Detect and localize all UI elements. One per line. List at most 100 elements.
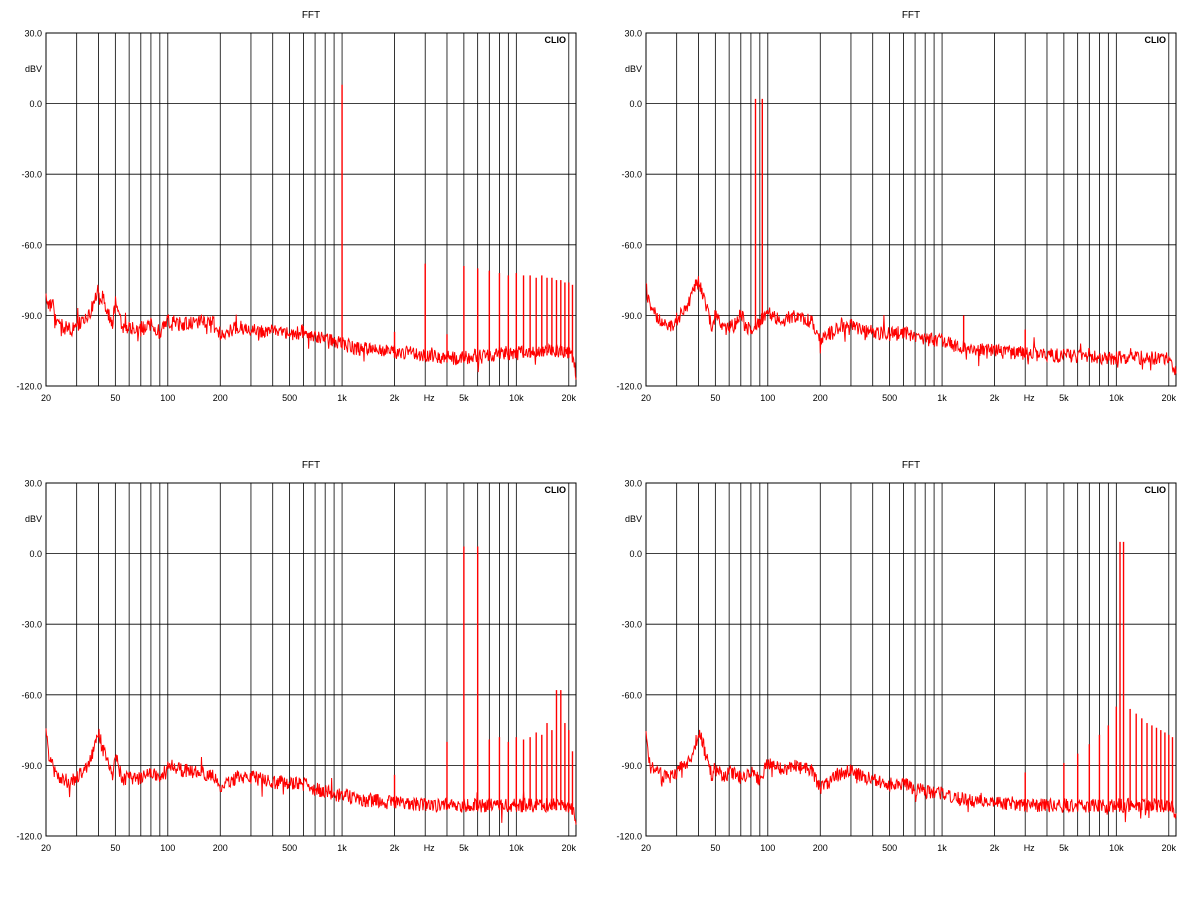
- x-tick-label: 100: [760, 393, 775, 403]
- x-tick-label: 500: [882, 393, 897, 403]
- x-tick-label: 20k: [1162, 843, 1177, 853]
- x-tick-label: 20k: [562, 393, 577, 403]
- x-tick-label: 20: [641, 843, 651, 853]
- x-tick-label: 200: [213, 843, 228, 853]
- chart-title: FFT: [302, 460, 320, 471]
- y-tick-label: 0.0: [29, 99, 42, 109]
- x-tick-label: 2k: [990, 393, 1000, 403]
- noise-floor-trace: [45, 284, 577, 380]
- brand-label: CLIO: [1145, 35, 1167, 45]
- y-tick-label: -120.0: [16, 832, 42, 842]
- brand-label: CLIO: [545, 35, 567, 45]
- y-tick-label: -30.0: [621, 620, 642, 630]
- y-tick-label: -90.0: [21, 311, 42, 321]
- spike-group: [393, 546, 574, 815]
- horizontal-grid: [646, 103, 1176, 316]
- x-tick-label: 100: [760, 843, 775, 853]
- y-tick-label: 30.0: [24, 29, 42, 39]
- plot-frame: [645, 482, 1177, 837]
- y-tick-label: 30.0: [624, 29, 642, 39]
- plot-frame: [45, 32, 577, 387]
- y-axis-label: dBV: [625, 64, 642, 74]
- y-tick-label: 0.0: [629, 99, 642, 109]
- x-tick-label: 5k: [459, 843, 469, 853]
- x-tick-label: 200: [813, 393, 828, 403]
- x-tick-label: 200: [213, 393, 228, 403]
- x-tick-label: 1k: [937, 393, 947, 403]
- x-tick-label: 100: [160, 843, 175, 853]
- spike-group: [1024, 541, 1174, 813]
- x-tick-label: 2k: [990, 843, 1000, 853]
- y-tick-label: -30.0: [621, 170, 642, 180]
- y-tick-label: 0.0: [29, 549, 42, 559]
- vertical-grid: [76, 33, 570, 386]
- chart-title: FFT: [902, 10, 920, 21]
- x-tick-label: 10k: [509, 393, 524, 403]
- x-tick-label: 5k: [1059, 843, 1069, 853]
- x-tick-label: 100: [160, 393, 175, 403]
- y-tick-label: -60.0: [621, 690, 642, 700]
- y-tick-label: -120.0: [616, 382, 642, 392]
- y-tick-label: -30.0: [21, 620, 42, 630]
- y-tick-label: 30.0: [24, 479, 42, 489]
- x-axis-unit: Hz: [424, 843, 435, 853]
- x-tick-label: 1k: [337, 843, 347, 853]
- x-axis-unit: Hz: [1024, 393, 1035, 403]
- x-tick-label: 20: [41, 393, 51, 403]
- x-tick-label: 50: [710, 393, 720, 403]
- y-tick-label: -60.0: [21, 240, 42, 250]
- x-tick-label: 20k: [562, 843, 577, 853]
- y-tick-label: 0.0: [629, 549, 642, 559]
- x-tick-label: 2k: [390, 393, 400, 403]
- fft-chart-4: FFT CLIO 30.0 0.0 -30.0 -60.0 -90.0 -120.0 dBV 20…: [616, 460, 1176, 853]
- x-tick-label: 20: [41, 843, 51, 853]
- x-tick-label: 5k: [459, 393, 469, 403]
- noise-floor-trace: [45, 728, 577, 825]
- x-tick-label: 50: [710, 843, 720, 853]
- y-tick-label: -90.0: [621, 761, 642, 771]
- y-tick-label: -60.0: [21, 690, 42, 700]
- fft-chart-3: FFT CLIO 30.0 0.0 -30.0 -60.0 -90.0 -120.0 dBV 20…: [16, 460, 576, 853]
- noise-floor-trace: [645, 729, 1177, 823]
- x-tick-label: 10k: [509, 843, 524, 853]
- chart-title: FFT: [302, 10, 320, 21]
- x-axis-unit: Hz: [1024, 843, 1035, 853]
- y-tick-label: -120.0: [16, 382, 42, 392]
- y-axis-label: dBV: [625, 514, 642, 524]
- horizontal-grid: [46, 553, 576, 766]
- x-tick-label: 10k: [1109, 843, 1124, 853]
- y-tick-label: -60.0: [621, 240, 642, 250]
- x-tick-label: 1k: [937, 843, 947, 853]
- chart-title: FFT: [902, 460, 920, 471]
- brand-label: CLIO: [1145, 485, 1167, 495]
- spike-group: [754, 98, 1026, 358]
- x-tick-label: 10k: [1109, 393, 1124, 403]
- spike-group: [341, 84, 574, 363]
- fft-chart-2: FFT CLIO 30.0 0.0 -30.0 -60.0 -90.0 -120.0 dBV 20…: [616, 10, 1176, 403]
- x-tick-label: 50: [110, 393, 120, 403]
- vertical-grid: [676, 33, 1170, 386]
- x-tick-label: 50: [110, 843, 120, 853]
- noise-floor-trace: [645, 276, 1177, 376]
- horizontal-grid: [46, 103, 576, 316]
- plot-frame: [45, 482, 577, 837]
- y-axis-label: dBV: [25, 514, 42, 524]
- x-axis-unit: Hz: [424, 393, 435, 403]
- y-tick-label: -30.0: [21, 170, 42, 180]
- x-tick-label: 2k: [390, 843, 400, 853]
- x-tick-label: 1k: [337, 393, 347, 403]
- x-tick-label: 5k: [1059, 393, 1069, 403]
- x-tick-label: 500: [882, 843, 897, 853]
- x-tick-label: 20k: [1162, 393, 1177, 403]
- y-tick-label: -90.0: [21, 761, 42, 771]
- x-tick-label: 500: [282, 393, 297, 403]
- x-tick-label: 200: [813, 843, 828, 853]
- x-tick-label: 20: [641, 393, 651, 403]
- y-tick-label: -120.0: [616, 832, 642, 842]
- brand-label: CLIO: [545, 485, 567, 495]
- y-tick-label: -90.0: [621, 311, 642, 321]
- x-tick-label: 500: [282, 843, 297, 853]
- y-axis-label: dBV: [25, 64, 42, 74]
- horizontal-grid: [646, 553, 1176, 766]
